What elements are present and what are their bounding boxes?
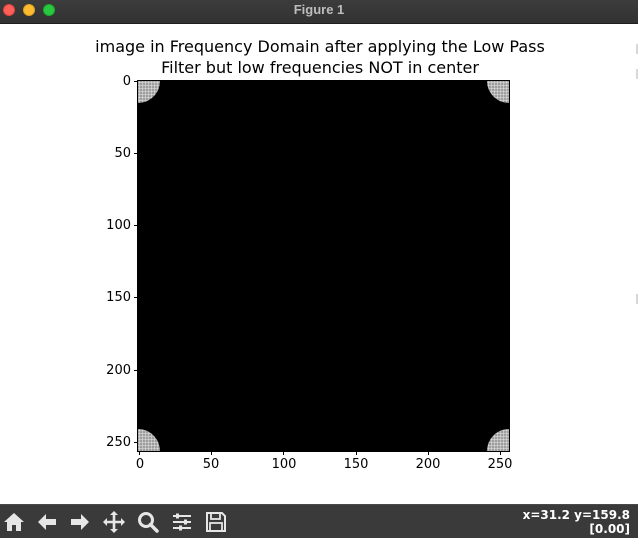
minimize-window-button[interactable] [23,4,35,16]
maximize-window-button[interactable] [43,4,55,16]
x-tick-label: 150 [343,457,369,472]
y-tick-mark [134,153,138,154]
y-tick-mark [134,225,138,226]
x-tick-mark [283,451,284,455]
zoom-icon [138,512,159,533]
navigation-toolbar: x=31.2 y=159.8 [0.00] [0,504,638,538]
y-tick-mark [134,442,138,443]
x-tick-mark [500,451,501,455]
canvas-edge-mark [636,294,638,304]
x-tick-mark [428,451,429,455]
save-icon [206,512,226,532]
low-frequency-corner-bottom-right [487,429,509,451]
forward-button[interactable] [66,509,94,535]
home-icon [4,513,24,531]
home-button[interactable] [0,509,28,535]
window-title: Figure 1 [293,2,345,17]
y-tick-mark [134,81,138,82]
low-frequency-corner-bottom-left [138,429,160,451]
zoom-button[interactable] [134,509,162,535]
plot-title: image in Frequency Domain after applying… [60,36,580,78]
plot-title-line-1: image in Frequency Domain after applying… [95,37,545,56]
configure-subplots-button[interactable] [168,509,196,535]
x-tick-label: 200 [415,457,441,472]
x-tick-mark [211,451,212,455]
y-tick-mark [134,297,138,298]
pan-button[interactable] [100,509,128,535]
low-frequency-corner-top-left [138,81,160,103]
pan-icon [103,511,125,533]
plot-title-line-2: Filter but low frequencies NOT in center [161,58,479,77]
canvas-edge-mark [636,44,638,54]
x-tick-label: 50 [202,457,220,472]
y-tick-label: 100 [106,218,131,233]
y-tick-label: 250 [106,435,131,450]
forward-arrow-icon [71,514,89,530]
back-button[interactable] [33,509,61,535]
close-window-button[interactable] [3,4,15,16]
title-bar: Figure 1 [0,0,638,24]
cursor-value-text: [0.00] [589,522,630,536]
cursor-xy-text: x=31.2 y=159.8 [522,508,630,522]
x-tick-mark [356,451,357,455]
cursor-coordinates-readout: x=31.2 y=159.8 [0.00] [523,508,630,536]
canvas-edge-mark [636,69,638,79]
x-tick-label: 100 [271,457,297,472]
x-tick-label: 250 [487,457,513,472]
y-tick-label: 0 [122,74,131,89]
save-button[interactable] [202,509,230,535]
image-axes[interactable] [137,80,510,452]
y-tick-label: 150 [106,290,131,305]
y-tick-label: 50 [114,146,131,161]
x-tick-label: 0 [135,457,145,472]
configure-subplots-icon [173,513,191,531]
x-tick-mark [139,451,140,455]
y-tick-mark [134,370,138,371]
low-frequency-corner-top-right [487,81,509,103]
back-arrow-icon [38,514,56,530]
y-tick-label: 200 [106,363,131,378]
